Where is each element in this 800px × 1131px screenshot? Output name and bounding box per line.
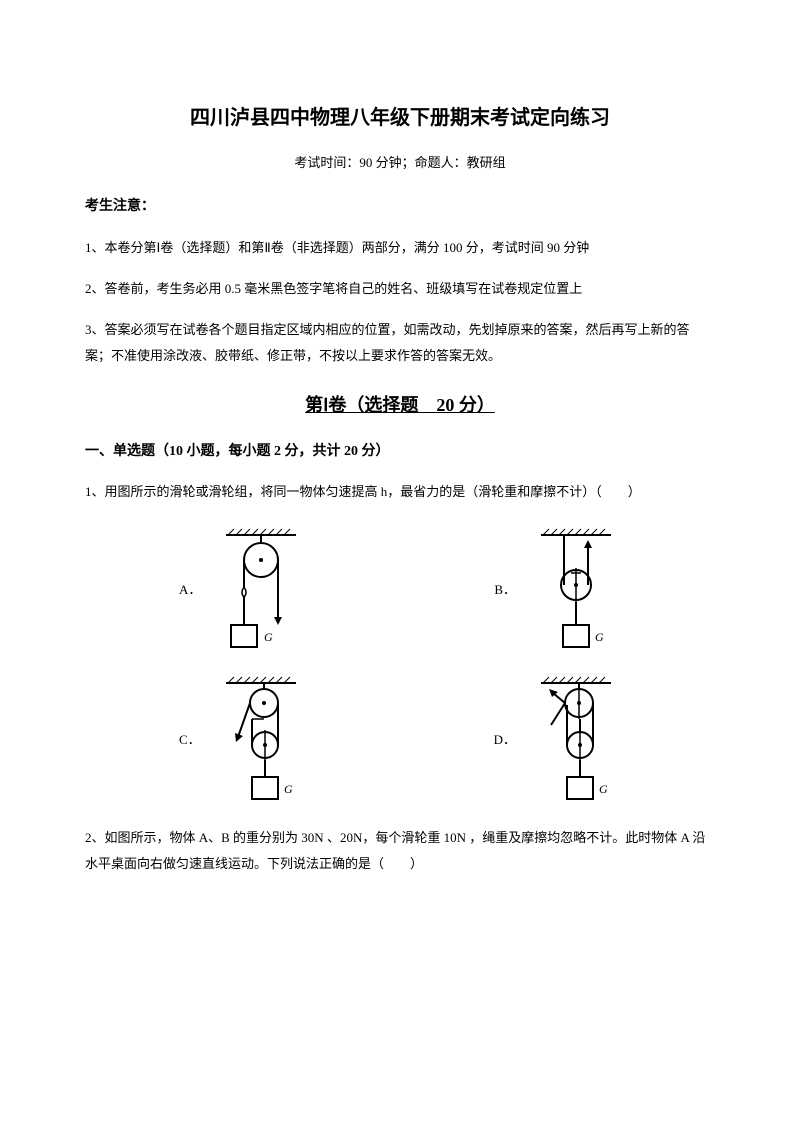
svg-text:G: G (284, 782, 293, 796)
svg-text:G: G (599, 782, 608, 796)
question-1-options-row-2: C． (85, 675, 715, 805)
subsection-heading: 一、单选题（10 小题，每小题 2 分，共计 20 分） (85, 439, 715, 464)
option-c-label: C． (179, 728, 201, 751)
exam-title: 四川泸县四中物理八年级下册期末考试定向练习 (85, 100, 715, 136)
section-1-heading: 第Ⅰ卷（选择题 20 分） (85, 389, 715, 421)
question-1-text: 1、用图所示的滑轮或滑轮组，将同一物体匀速提高 h，最省力的是（滑轮重和摩擦不计… (85, 479, 715, 505)
exam-subtitle: 考试时间：90 分钟；命题人：教研组 (85, 151, 715, 174)
notice-item-3: 3、答案必须写在试卷各个题目指定区域内相应的位置，如需改动，先划掉原来的答案，然… (85, 317, 715, 369)
option-d-label: D． (494, 728, 516, 751)
pulley-diagram-c: G (216, 675, 306, 805)
question-1-options-row-1: A． G (85, 525, 715, 655)
option-a-label: A． (179, 578, 201, 601)
option-d: D． (494, 675, 621, 805)
pulley-diagram-b: G (531, 525, 621, 655)
option-b-label: B． (494, 578, 516, 601)
notice-item-2: 2、答卷前，考生务必用 0.5 毫米黑色签字笔将自己的姓名、班级填写在试卷规定位… (85, 276, 715, 302)
pulley-diagram-a: G (216, 525, 306, 655)
option-c: C． (179, 675, 306, 805)
pulley-diagram-d: G (531, 675, 621, 805)
svg-text:G: G (595, 630, 604, 644)
question-2-text: 2、如图所示，物体 A、B 的重分别为 30N 、20N，每个滑轮重 10N ，… (85, 825, 715, 877)
notice-heading: 考生注意： (85, 194, 715, 219)
svg-text:G: G (264, 630, 273, 644)
option-b: B． G (494, 525, 621, 655)
notice-item-1: 1、本卷分第Ⅰ卷（选择题）和第Ⅱ卷（非选择题）两部分，满分 100 分，考试时间… (85, 235, 715, 261)
option-a: A． G (179, 525, 306, 655)
